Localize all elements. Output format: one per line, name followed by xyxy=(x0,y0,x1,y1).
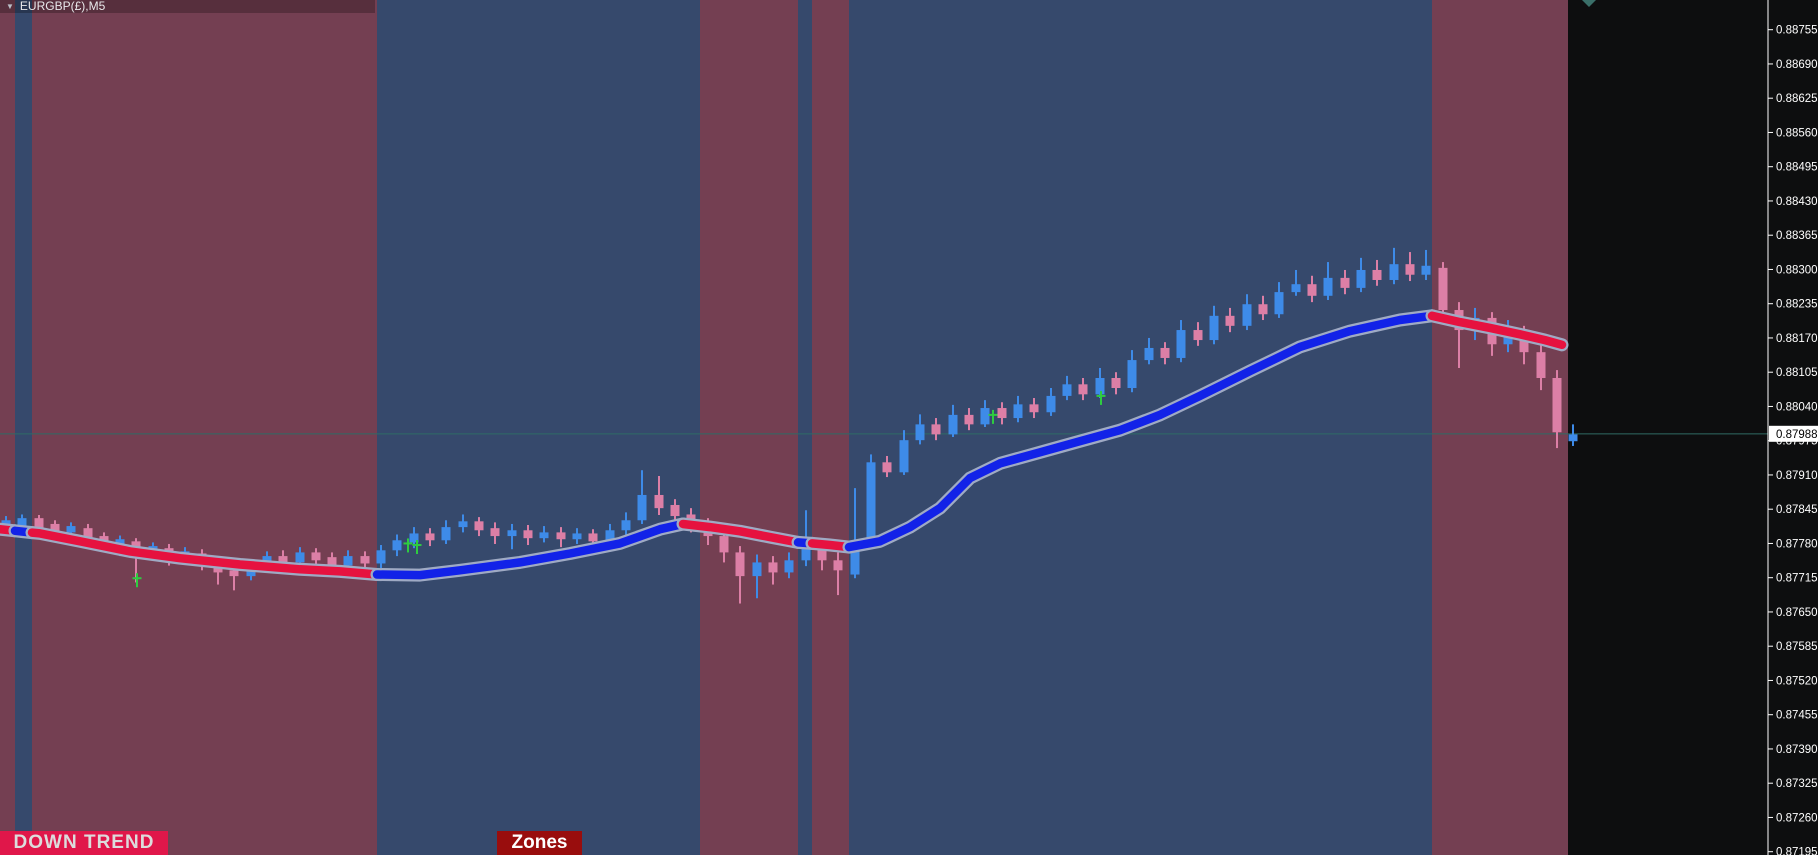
price-tick-label: 0.87390 xyxy=(1776,744,1818,756)
price-tick-label: 0.88430 xyxy=(1776,196,1818,208)
trend-zone-up xyxy=(15,0,32,855)
price-tick-label: 0.88560 xyxy=(1776,127,1818,139)
price-tick-label: 0.88170 xyxy=(1776,333,1818,345)
price-tick-label: 0.88040 xyxy=(1776,401,1818,413)
price-tick-label: 0.87455 xyxy=(1776,710,1818,722)
price-tick-label: 0.88300 xyxy=(1776,264,1818,276)
svg-text:0.87988: 0.87988 xyxy=(1776,429,1818,441)
symbol-period-text: EURGBP(£),M5 xyxy=(19,0,106,13)
price-axis[interactable]: 0.88755 0.88690 0.88625 0.88560 0.88495 0.884… xyxy=(1767,0,1818,855)
trend-zone-down xyxy=(1432,0,1568,855)
price-tick-label: 0.87650 xyxy=(1776,607,1818,619)
price-tick-label: 0.87195 xyxy=(1776,847,1818,855)
trend-zone-down xyxy=(32,0,377,855)
trend-zone-down xyxy=(0,0,15,855)
symbol-label: ▼ EURGBP(£),M5 xyxy=(6,0,105,13)
zones-indicator-badge: Zones xyxy=(497,831,582,855)
signal-cross-markers xyxy=(132,390,1106,588)
chart-shift-marker-icon[interactable] xyxy=(1582,0,1596,7)
price-tick-label: 0.87845 xyxy=(1776,504,1818,516)
price-tick-label: 0.87585 xyxy=(1776,641,1818,653)
price-tick-label: 0.87780 xyxy=(1776,539,1818,551)
price-tick-label: 0.87715 xyxy=(1776,573,1818,585)
price-tick-label: 0.87520 xyxy=(1776,676,1818,688)
price-tick-label: 0.88625 xyxy=(1776,93,1818,105)
price-tick-label: 0.87325 xyxy=(1776,778,1818,790)
symbol-dropdown-icon[interactable]: ▼ xyxy=(6,2,14,11)
price-tick-label: 0.88495 xyxy=(1776,162,1818,174)
trend-status-badge: DOWN TREND xyxy=(0,831,168,855)
trend-zone-down xyxy=(812,0,849,855)
trend-zone-up xyxy=(798,0,812,855)
price-tick-label: 0.88105 xyxy=(1776,367,1818,379)
price-tick-label: 0.87910 xyxy=(1776,470,1818,482)
trend-zone-down xyxy=(700,0,798,855)
top-strip xyxy=(0,0,375,13)
trend-zone-up xyxy=(377,0,700,855)
price-tick-label: 0.88690 xyxy=(1776,59,1818,71)
price-tick-label: 0.88235 xyxy=(1776,299,1818,311)
price-tick-label: 0.88365 xyxy=(1776,230,1818,242)
current-price-box: 0.87988 xyxy=(1769,425,1818,442)
price-tick-label: 0.87260 xyxy=(1776,813,1818,825)
price-tick-label: 0.88755 xyxy=(1776,25,1818,37)
trend-ma-band xyxy=(0,309,1569,582)
